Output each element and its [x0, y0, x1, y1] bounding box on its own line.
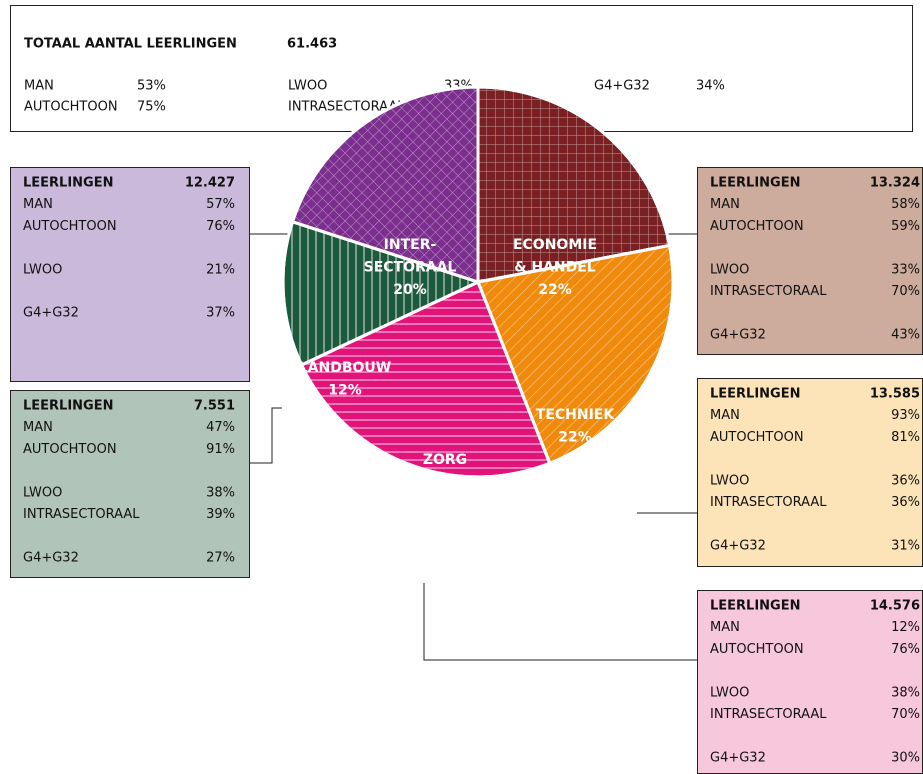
slice-label: INTER-: [384, 237, 437, 253]
box-label: LEERLINGEN: [23, 399, 114, 414]
slice-hatch: [475, 243, 675, 466]
box-label: MAN: [23, 420, 53, 435]
box-value: 30%: [891, 750, 920, 765]
box-value: 13.324: [870, 176, 920, 191]
box-label: LEERLINGEN: [710, 599, 801, 614]
connector: [423, 583, 697, 661]
slice-label: & HANDEL: [514, 260, 596, 276]
box-value: 59%: [891, 219, 920, 234]
info-box: [697, 590, 923, 774]
slice-value: 22%: [538, 282, 572, 298]
connector: [249, 407, 282, 464]
box-label: INTRASECTORAAL: [710, 707, 827, 722]
slice-label: ZORG: [423, 452, 467, 468]
summary-value: 53%: [137, 79, 166, 94]
summary-title: TOTAAL AANTAL LEERLINGEN: [24, 37, 237, 52]
box-label: G4+G32: [23, 306, 79, 321]
summary-label: MAN: [24, 79, 54, 94]
slice-value: 22%: [558, 430, 592, 446]
box-value: 93%: [891, 408, 920, 423]
box-value: 21%: [206, 262, 235, 277]
box-value: 70%: [891, 284, 920, 299]
box-value: 76%: [891, 642, 920, 657]
box-value: 36%: [891, 473, 920, 488]
box-label: INTRASECTORAAL: [710, 284, 827, 299]
box-value: 37%: [206, 306, 235, 321]
slice-label: TECHNIEK: [536, 407, 616, 423]
summary-label: LWOO: [288, 79, 327, 94]
slice-value: 12%: [328, 383, 362, 399]
info-box: [697, 378, 923, 567]
box-label: LEERLINGEN: [710, 387, 801, 402]
box-label: LWOO: [23, 485, 62, 500]
slice-value: 24%: [428, 497, 462, 513]
box-value: 36%: [891, 495, 920, 510]
box-value: 58%: [891, 197, 920, 212]
slice-value: 20%: [393, 282, 427, 298]
box-value: 27%: [206, 550, 235, 565]
box-label: AUTOCHTOON: [710, 219, 804, 234]
box-label: LWOO: [23, 262, 62, 277]
box-value: 13.585: [870, 387, 920, 402]
box-label: AUTOCHTOON: [710, 430, 804, 445]
box-value: 12.427: [185, 176, 235, 191]
box-value: 7.551: [194, 399, 235, 414]
box-label: MAN: [710, 197, 740, 212]
box-value: 12%: [891, 620, 920, 635]
slice-hatch: [281, 219, 483, 368]
info-box: [10, 167, 250, 382]
box-label: MAN: [710, 620, 740, 635]
box-label: G4+G32: [23, 550, 79, 565]
box-label: INTRASECTORAAL: [23, 507, 140, 522]
box-label: AUTOCHTOON: [710, 642, 804, 657]
box-label: LEERLINGEN: [23, 176, 114, 191]
box-label: LWOO: [710, 473, 749, 488]
box-label: G4+G32: [710, 327, 766, 342]
box-label: LEERLINGEN: [710, 176, 801, 191]
box-label: AUTOCHTOON: [23, 442, 117, 457]
slice-hatch: [290, 85, 480, 285]
slice-label: ECONOMIE: [513, 237, 597, 253]
box-label: MAN: [23, 197, 53, 212]
slice-label: SECTORAAL: [364, 260, 457, 276]
box-value: 31%: [891, 538, 920, 553]
info-box: [697, 167, 923, 355]
box-label: AUTOCHTOON: [23, 219, 117, 234]
slice-hatch: [299, 279, 552, 479]
box-value: 91%: [206, 442, 235, 457]
box-value: 38%: [891, 685, 920, 700]
box-label: LWOO: [710, 262, 749, 277]
box-value: 70%: [891, 707, 920, 722]
slice-label: LANDBOUW: [299, 360, 391, 376]
slice-hatch: [476, 85, 672, 284]
slice-label: & WELZIJN: [403, 475, 486, 491]
box-label: G4+G32: [710, 538, 766, 553]
box-value: 43%: [891, 327, 920, 342]
box-value: 39%: [206, 507, 235, 522]
box-value: 57%: [206, 197, 235, 212]
box-value: 38%: [206, 485, 235, 500]
box-value: 33%: [891, 262, 920, 277]
box-value: 76%: [206, 219, 235, 234]
summary-value: 34%: [696, 79, 725, 94]
box-label: INTRASECTORAAL: [710, 495, 827, 510]
summary-value: 75%: [137, 100, 166, 115]
summary-total: 61.463: [287, 37, 337, 52]
summary-label: INTRASECTORAAL: [288, 100, 405, 115]
box-label: G4+G32: [710, 750, 766, 765]
box-label: MAN: [710, 408, 740, 423]
summary-label: G4+G32: [594, 79, 650, 94]
box-label: LWOO: [710, 685, 749, 700]
box-value: 47%: [206, 420, 235, 435]
box-value: 81%: [891, 430, 920, 445]
summary-label: AUTOCHTOON: [24, 100, 118, 115]
box-value: 14.576: [870, 599, 920, 614]
info-box: [10, 390, 250, 578]
